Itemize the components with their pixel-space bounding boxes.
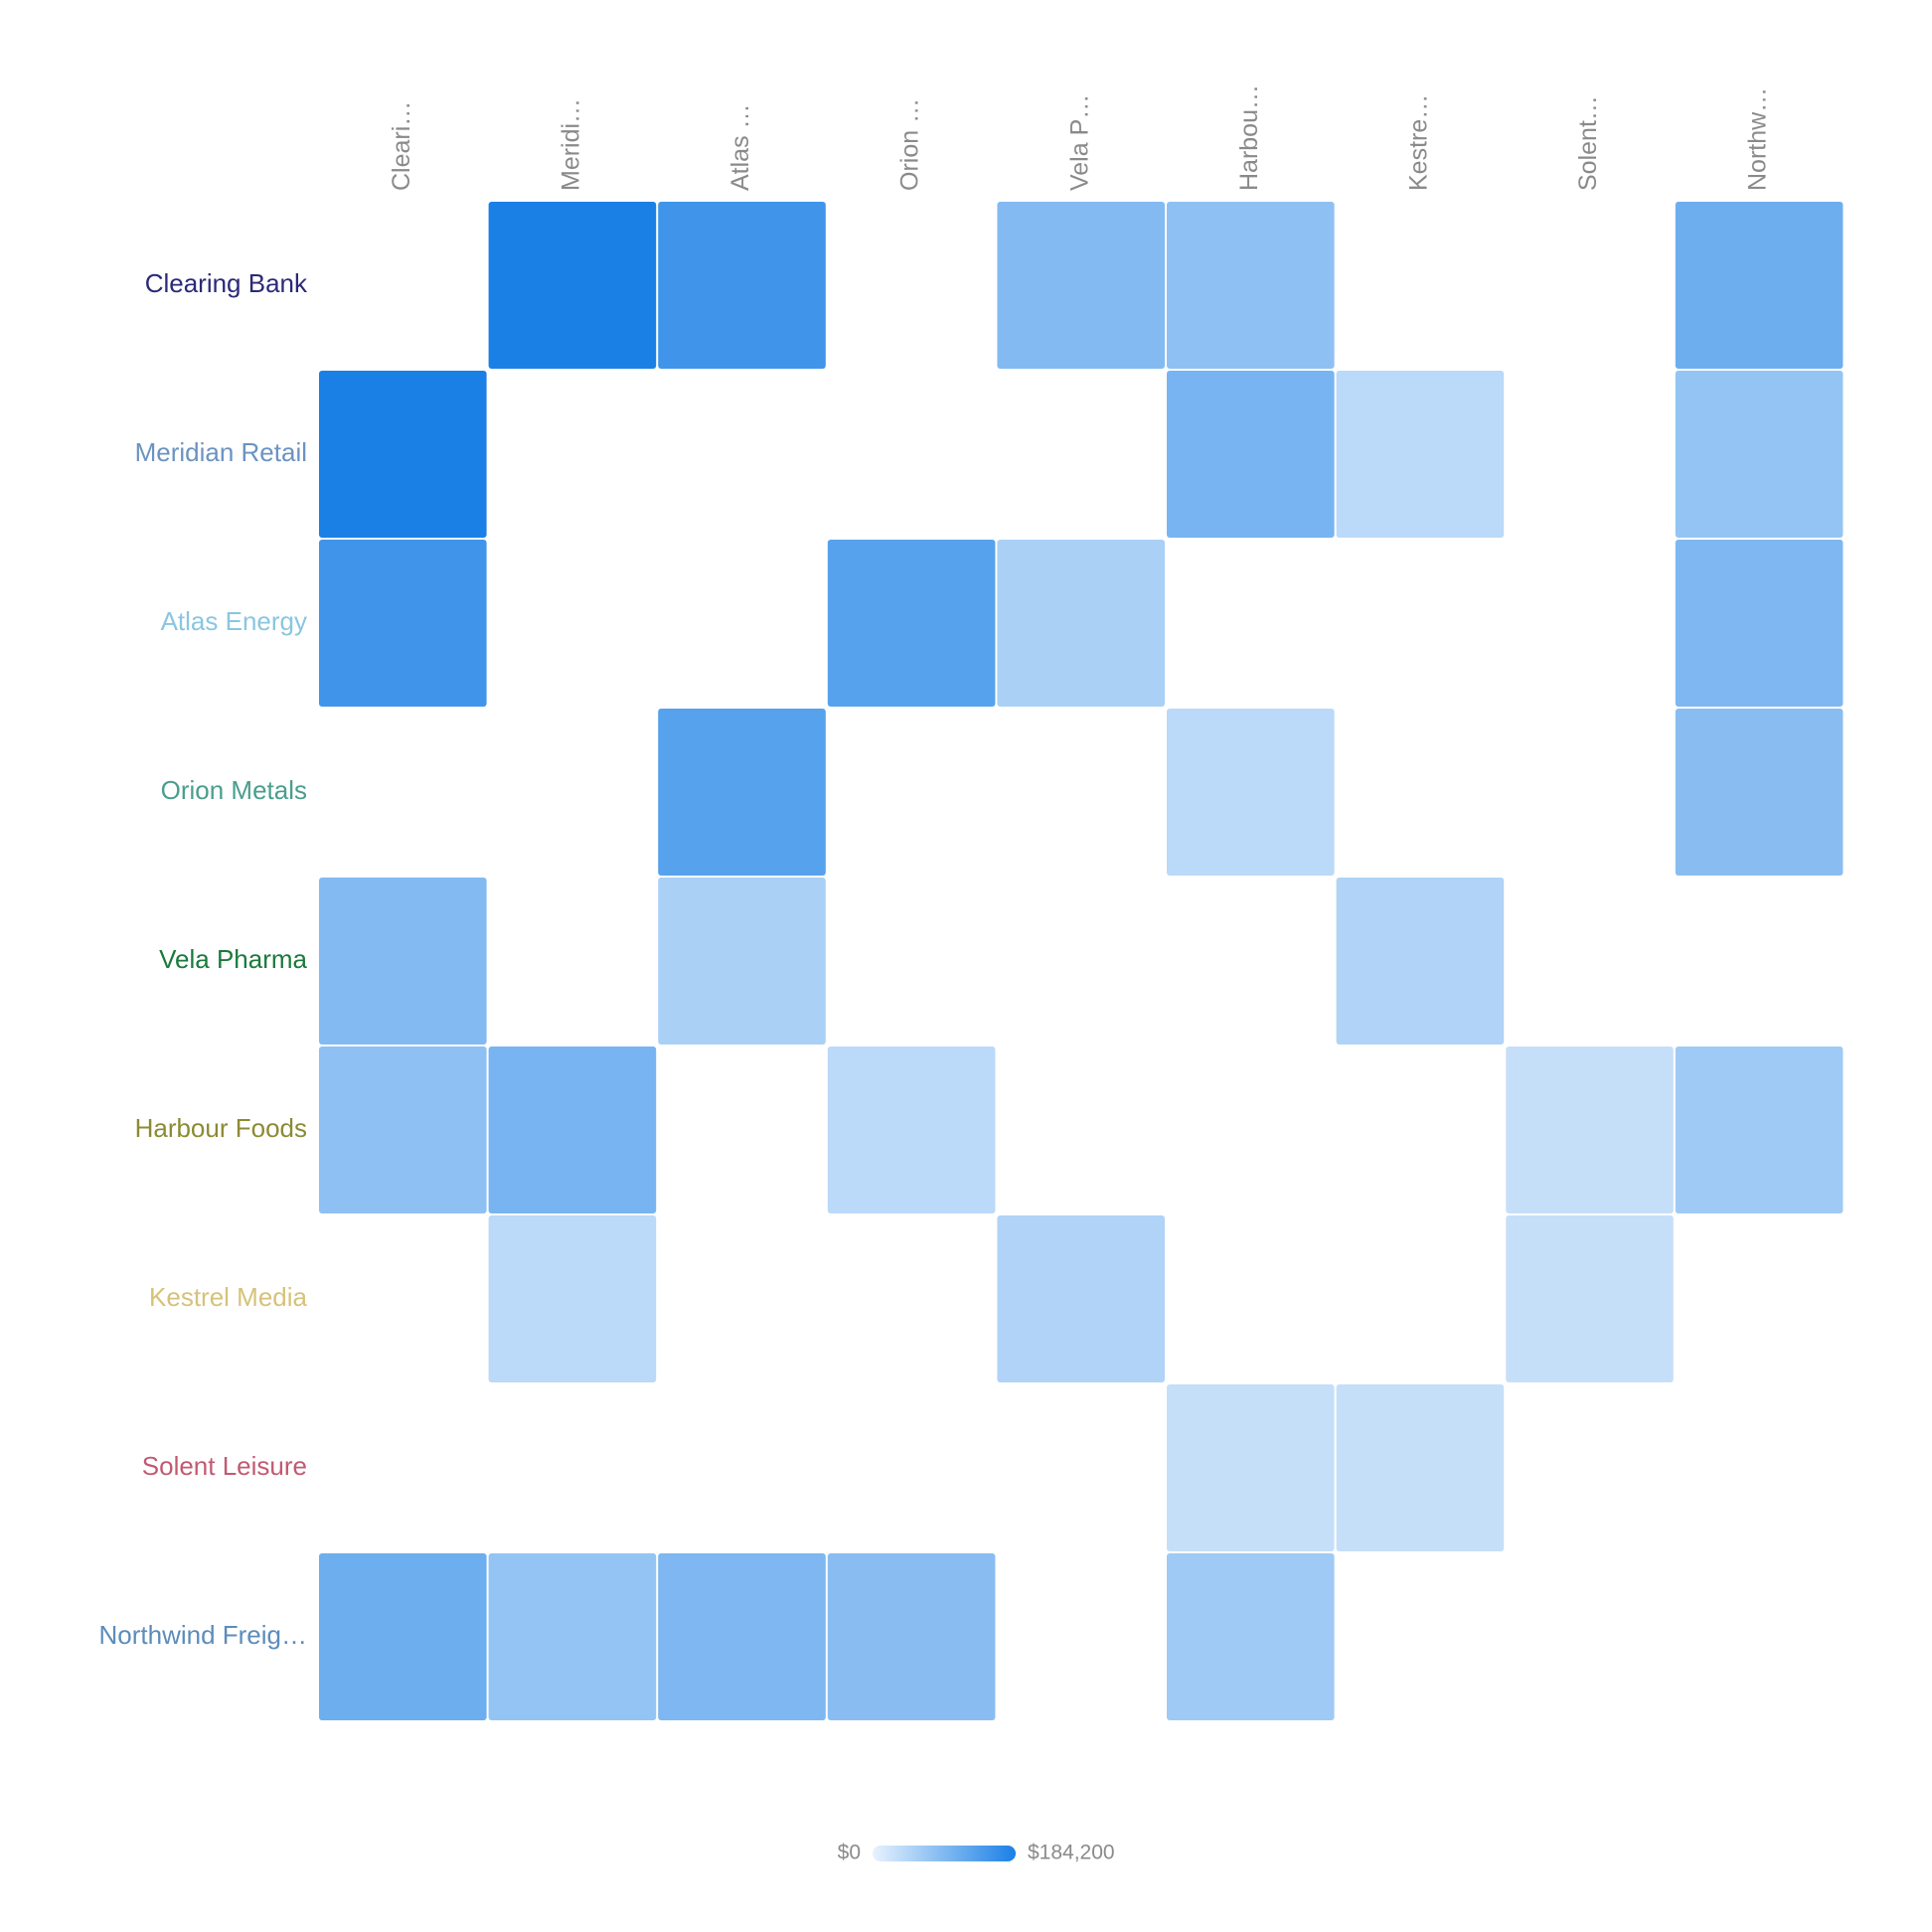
heatmap-cell	[1675, 540, 1844, 707]
heatmap-cell	[488, 202, 657, 369]
column-label: Kestre…	[1405, 94, 1433, 191]
heatmap-cell	[319, 540, 487, 707]
heatmap-cell	[1675, 371, 1844, 538]
heatmap-cell	[1675, 202, 1844, 369]
heatmap-cell	[488, 1215, 657, 1382]
heatmap-cell	[827, 1553, 996, 1720]
row-label: Meridian Retail	[135, 437, 307, 467]
heatmap-cell	[997, 202, 1165, 369]
heatmap-cell	[997, 540, 1165, 707]
heatmap-cell	[827, 540, 996, 707]
heatmap-cell	[1506, 1215, 1674, 1382]
column-label: Cleari…	[388, 101, 415, 191]
column-label: Atlas …	[726, 103, 754, 191]
heatmap-cell	[1167, 709, 1335, 876]
column-label: Vela P…	[1065, 94, 1093, 191]
heatmap-cell	[488, 1046, 657, 1213]
heatmap-cell	[488, 1553, 657, 1720]
heatmap-cell	[658, 709, 826, 876]
heatmap-cell	[1167, 202, 1335, 369]
color-legend-bar	[873, 1846, 1016, 1861]
column-label: Orion …	[896, 98, 924, 191]
row-label: Kestrel Media	[149, 1282, 307, 1312]
heatmap-cell	[1336, 371, 1505, 538]
heatmap-cell	[1167, 1384, 1335, 1551]
column-label: Solent…	[1574, 95, 1602, 191]
row-label: Atlas Energy	[161, 606, 307, 636]
heatmap-cell	[1675, 1046, 1844, 1213]
column-label: Meridi…	[558, 98, 585, 191]
heatmap-cell	[1506, 1046, 1674, 1213]
heatmap-cell	[1675, 709, 1844, 876]
row-label: Orion Metals	[161, 775, 307, 805]
heatmap-cell	[658, 202, 826, 369]
column-label: Harbou…	[1235, 84, 1263, 191]
heatmap-cell	[658, 878, 826, 1045]
heatmap-cell	[997, 1215, 1165, 1382]
row-label: Harbour Foods	[135, 1113, 307, 1143]
heatmap-cell	[827, 1046, 996, 1213]
heatmap-cell	[1167, 371, 1335, 538]
row-label: Vela Pharma	[159, 944, 307, 974]
heatmap-cell	[319, 1046, 487, 1213]
row-label: Clearing Bank	[145, 268, 308, 298]
heatmap-cell	[658, 1553, 826, 1720]
row-label: Solent Leisure	[142, 1451, 307, 1481]
color-legend-label: $0	[838, 1842, 861, 1864]
heatmap-cell	[1336, 878, 1505, 1045]
heatmap-cell	[319, 371, 487, 538]
column-label: Northw…	[1744, 87, 1772, 191]
heatmap-cell	[319, 878, 487, 1045]
heatmap-cell	[319, 1553, 487, 1720]
row-label: Northwind Freig…	[98, 1620, 307, 1650]
heatmap-cell	[1167, 1553, 1335, 1720]
heatmap-cell	[1336, 1384, 1505, 1551]
color-legend-label: $184,200	[1028, 1842, 1115, 1864]
